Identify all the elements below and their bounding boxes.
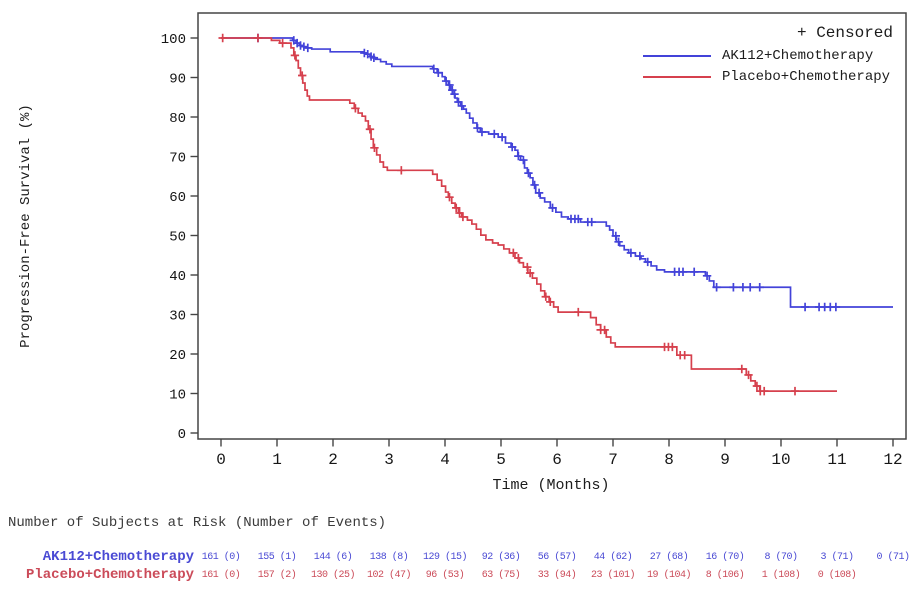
risk-count: 1 (108) [761, 570, 801, 581]
risk-count: 23 (101) [590, 570, 636, 581]
risk-count: 63 (75) [481, 570, 521, 581]
x-tick-label: 9 [720, 451, 730, 469]
y-axis-label: Progression-Free Survival (%) [18, 104, 34, 348]
y-tick-label: 10 [169, 388, 186, 404]
x-tick-label: 11 [827, 451, 846, 469]
survival-curve-placebo [221, 37, 837, 392]
risk-row-label-ak112: AK112+Chemotherapy [42, 549, 194, 565]
risk-count: 129 (15) [422, 552, 468, 563]
x-tick-label: 6 [552, 451, 562, 469]
x-tick-label: 4 [440, 451, 450, 469]
risk-count: 19 (104) [646, 570, 692, 581]
legend-censored-label: + Censored [796, 24, 893, 42]
risk-table-row-ak112: AK112+Chemotherapy 161 (0) 155 (1) 144 (6)… [0, 549, 920, 566]
y-tick-label: 100 [161, 32, 186, 48]
risk-count: 157 (2) [257, 570, 297, 581]
x-axis-label: Time (Months) [492, 477, 610, 494]
risk-count: 130 (25) [310, 570, 356, 581]
x-tick-label: 12 [883, 451, 902, 469]
x-tick-label: 7 [608, 451, 618, 469]
x-tick-label: 5 [496, 451, 506, 469]
y-tick-label: 40 [169, 269, 186, 285]
risk-count: 138 (8) [369, 552, 409, 563]
risk-count: 3 (71) [820, 552, 854, 563]
y-tick-label: 80 [169, 111, 186, 127]
risk-count: 16 (70) [705, 552, 745, 563]
y-tick-label: 70 [169, 151, 186, 167]
y-tick-label: 20 [169, 348, 186, 364]
risk-count: 33 (94) [537, 570, 577, 581]
x-tick-label: 3 [384, 451, 394, 469]
censor-marks-placebo [218, 33, 800, 396]
risk-count: 92 (36) [481, 552, 521, 563]
x-tick-label: 2 [328, 451, 338, 469]
x-tick-label: 1 [272, 451, 282, 469]
risk-count: 161 (0) [201, 570, 241, 581]
risk-count: 144 (6) [313, 552, 353, 563]
risk-count: 8 (70) [764, 552, 798, 563]
risk-count: 8 (106) [705, 570, 745, 581]
plot-frame [197, 12, 907, 440]
risk-count: 0 (71) [876, 552, 910, 563]
legend-label-placebo: Placebo+Chemotherapy [722, 69, 891, 85]
risk-row-label-placebo: Placebo+Chemotherapy [25, 567, 194, 583]
risk-count: 96 (53) [425, 570, 465, 581]
y-tick-label: 0 [178, 427, 186, 443]
y-tick-label: 50 [169, 230, 186, 246]
risk-table-row-placebo: Placebo+Chemotherapy 161 (0) 157 (2) 130 (… [0, 567, 920, 584]
risk-count: 56 (57) [537, 552, 577, 563]
x-tick-label: 8 [664, 451, 674, 469]
y-tick-label: 90 [169, 72, 186, 88]
y-tick-label: 60 [169, 190, 186, 206]
legend-label-ak112: AK112+Chemotherapy [722, 48, 874, 64]
y-tick-label: 30 [169, 309, 186, 325]
x-tick-label: 0 [216, 451, 226, 469]
risk-count: 27 (68) [649, 552, 689, 563]
risk-count: 0 (108) [817, 570, 857, 581]
risk-table-title: Number of Subjects at Risk (Number of Ev… [8, 515, 387, 531]
risk-count: 102 (47) [366, 570, 412, 581]
risk-count: 155 (1) [257, 552, 297, 563]
legend-line-placebo [643, 76, 711, 78]
legend-line-ak112 [643, 55, 711, 57]
risk-count: 44 (62) [593, 552, 633, 563]
x-tick-label: 10 [771, 451, 790, 469]
risk-count: 161 (0) [201, 552, 241, 563]
